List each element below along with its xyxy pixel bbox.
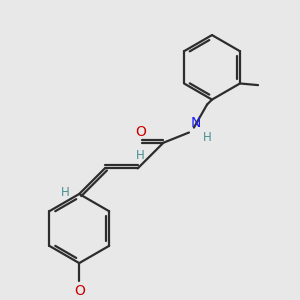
Text: O: O <box>135 125 146 139</box>
Text: N: N <box>190 116 201 130</box>
Text: H: H <box>136 149 145 162</box>
Text: H: H <box>61 186 70 199</box>
Text: O: O <box>74 284 85 298</box>
Text: H: H <box>203 131 212 144</box>
